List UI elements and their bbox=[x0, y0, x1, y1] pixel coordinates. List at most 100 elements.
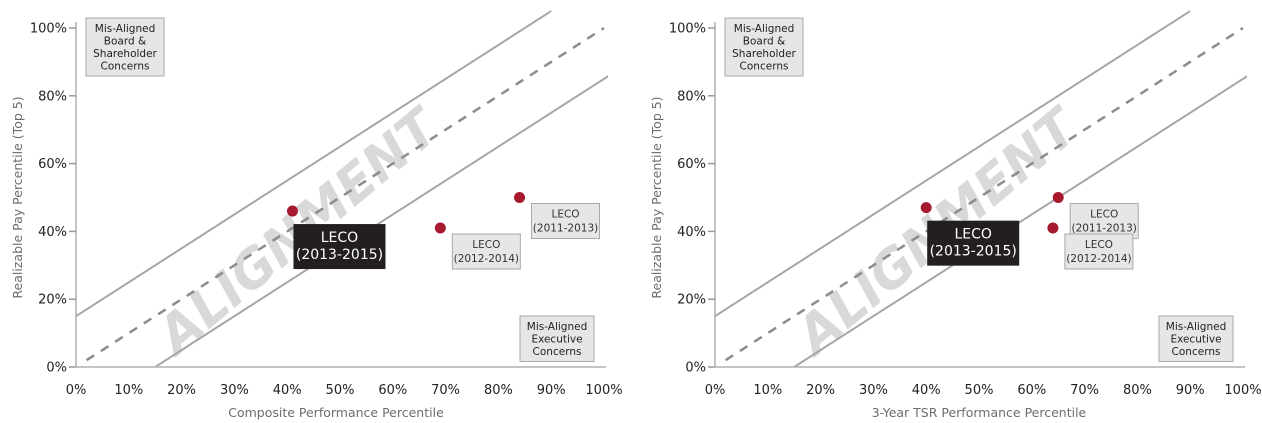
x-tick-label: 70% bbox=[1070, 383, 1099, 398]
misaligned-executive-label-text: Executive bbox=[531, 334, 582, 346]
data-point bbox=[286, 205, 298, 217]
misaligned-board-label-text: Concerns bbox=[740, 61, 789, 73]
x-tick-label: 20% bbox=[167, 383, 196, 398]
point-label-text: LECO bbox=[472, 239, 500, 251]
point-label-box bbox=[531, 203, 601, 239]
y-tick-label: 20% bbox=[677, 293, 706, 308]
alignment-band bbox=[715, 10, 1247, 367]
x-tick-label: 50% bbox=[326, 383, 355, 398]
x-tick-label: 30% bbox=[220, 383, 249, 398]
x-tick-label: 10% bbox=[753, 383, 782, 398]
highlight-label-text: LECO bbox=[321, 230, 358, 246]
x-tick-label: 60% bbox=[378, 383, 407, 398]
x-tick-label: 20% bbox=[806, 383, 835, 398]
highlight-label-text: (2013-2015) bbox=[296, 247, 383, 263]
y-axis-title: Realizable Pay Percentile (Top 5) bbox=[649, 96, 664, 298]
x-tick-label: 70% bbox=[431, 383, 460, 398]
x-tick-label: 80% bbox=[1123, 383, 1152, 398]
band-center-dashed-line bbox=[724, 26, 1244, 362]
point-label-text: (2011-2013) bbox=[533, 223, 598, 235]
highlight-label-text: (2013-2015) bbox=[930, 244, 1017, 260]
highlight-point-label: LECO(2013-2015) bbox=[293, 224, 386, 270]
y-tick-label: 0% bbox=[46, 361, 67, 376]
x-tick-label: 0% bbox=[705, 383, 726, 398]
point-label-text: LECO bbox=[1085, 239, 1113, 251]
x-tick-label: 30% bbox=[859, 383, 888, 398]
point-label: LECO (2012-2014) bbox=[451, 233, 521, 270]
point-label-box bbox=[451, 233, 521, 270]
band-lower-line bbox=[154, 75, 608, 367]
data-point bbox=[514, 192, 526, 203]
highlight-label-text: LECO bbox=[954, 227, 991, 243]
x-axis-title: 3-Year TSR Performance Percentile bbox=[872, 405, 1087, 420]
point-label-text: LECO bbox=[1090, 209, 1118, 221]
y-tick-label: 20% bbox=[38, 293, 67, 308]
y-tick-label: 60% bbox=[38, 157, 67, 172]
misaligned-executive-label-text: Mis-Aligned bbox=[1166, 321, 1226, 333]
x-tick-label: 90% bbox=[1176, 383, 1205, 398]
misaligned-board-label-box bbox=[724, 17, 804, 77]
chart-panel-2: ALIGNMENT0%20%40%60%80%100%0%10%20%30%40… bbox=[649, 10, 1262, 420]
y-tick-label: 40% bbox=[677, 225, 706, 240]
band-lower-line bbox=[793, 75, 1247, 367]
misaligned-board-label-text: Mis-Aligned bbox=[95, 23, 155, 35]
x-tick-label: 40% bbox=[273, 383, 302, 398]
x-tick-label: 100% bbox=[1224, 383, 1261, 398]
x-tick-label: 10% bbox=[114, 383, 143, 398]
misaligned-executive-label-box bbox=[519, 315, 595, 362]
alignment-band bbox=[76, 10, 608, 367]
point-label-text: (2012-2014) bbox=[1066, 253, 1131, 265]
misaligned-executive-label-text: Concerns bbox=[1172, 346, 1221, 358]
x-tick-label: 40% bbox=[912, 383, 941, 398]
point-label: LECO (2012-2014) bbox=[1064, 233, 1134, 270]
y-tick-label: 100% bbox=[669, 22, 706, 37]
misaligned-executive-label-text: Mis-Aligned bbox=[527, 321, 587, 333]
misaligned-executive-label-box bbox=[1158, 315, 1234, 362]
y-axis-title: Realizable Pay Percentile (Top 5) bbox=[10, 96, 25, 298]
band-upper-line bbox=[76, 10, 552, 317]
x-tick-label: 80% bbox=[484, 383, 513, 398]
data-point bbox=[1052, 192, 1064, 203]
misaligned-executive-label-text: Concerns bbox=[533, 346, 582, 358]
y-tick-label: 40% bbox=[38, 225, 67, 240]
highlight-label-box bbox=[927, 220, 1020, 266]
point-label-text: (2012-2014) bbox=[454, 253, 519, 265]
misaligned-board-label-text: Shareholder bbox=[93, 48, 157, 60]
point-label-text: (2011-2013) bbox=[1071, 223, 1136, 235]
misaligned-board-label-text: Concerns bbox=[101, 61, 150, 73]
y-tick-label: 80% bbox=[677, 89, 706, 104]
misaligned-board-label-text: Board & bbox=[743, 36, 785, 48]
x-tick-label: 90% bbox=[537, 383, 566, 398]
misaligned-executive-label-text: Executive bbox=[1170, 334, 1221, 346]
x-tick-label: 100% bbox=[585, 383, 622, 398]
x-tick-label: 60% bbox=[1017, 383, 1046, 398]
chart-panel-1: ALIGNMENT0%20%40%60%80%100%0%10%20%30%40… bbox=[10, 10, 623, 420]
y-tick-label: 100% bbox=[30, 22, 67, 37]
misaligned-board-label-text: Mis-Aligned bbox=[734, 23, 794, 35]
point-label: LECO (2011-2013) bbox=[531, 203, 601, 239]
y-tick-label: 60% bbox=[677, 157, 706, 172]
highlight-label-box bbox=[293, 224, 386, 270]
misaligned-board-label-text: Shareholder bbox=[732, 48, 796, 60]
y-tick-label: 0% bbox=[685, 361, 706, 376]
band-upper-line bbox=[715, 10, 1191, 317]
x-axis-title: Composite Performance Percentile bbox=[228, 405, 444, 420]
band-center-dashed-line bbox=[85, 26, 605, 362]
data-point bbox=[1047, 222, 1059, 234]
misaligned-board-label-text: Board & bbox=[104, 36, 146, 48]
point-label: LECO (2011-2013) bbox=[1069, 203, 1139, 239]
misaligned-board-label-box bbox=[85, 17, 165, 77]
point-label-text: LECO bbox=[551, 209, 579, 221]
point-label-box bbox=[1064, 233, 1134, 270]
y-tick-label: 80% bbox=[38, 89, 67, 104]
data-point bbox=[434, 222, 446, 234]
highlight-point-label: LECO(2013-2015) bbox=[927, 220, 1020, 266]
x-tick-label: 50% bbox=[965, 383, 994, 398]
data-point bbox=[920, 202, 932, 214]
